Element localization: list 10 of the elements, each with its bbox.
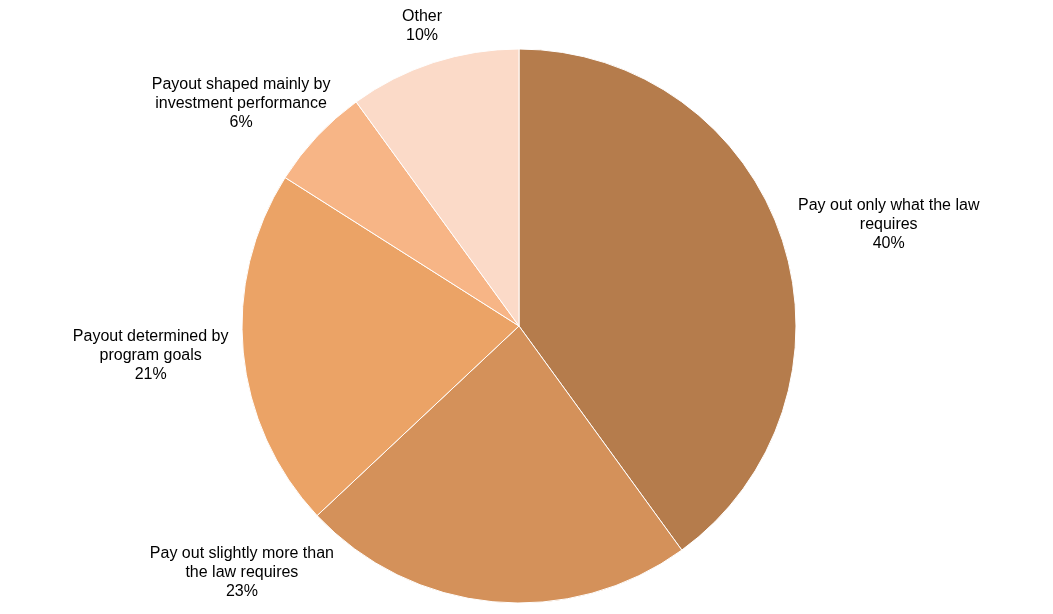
data-label: 40%: [872, 234, 905, 252]
data-label: 10%: [406, 26, 439, 44]
slice-label: Other: [402, 7, 443, 25]
data-label: 23%: [225, 581, 258, 599]
data-label: 6%: [229, 112, 253, 130]
data-label: 21%: [134, 364, 167, 382]
slice-label: Payout shaped mainly by investment performance: [151, 74, 331, 111]
slice-label: Payout determined by program goals: [72, 326, 229, 363]
slice-label: Pay out slightly more than the law requires: [149, 543, 334, 580]
slice-label: Pay out only what the law requires: [798, 196, 980, 233]
